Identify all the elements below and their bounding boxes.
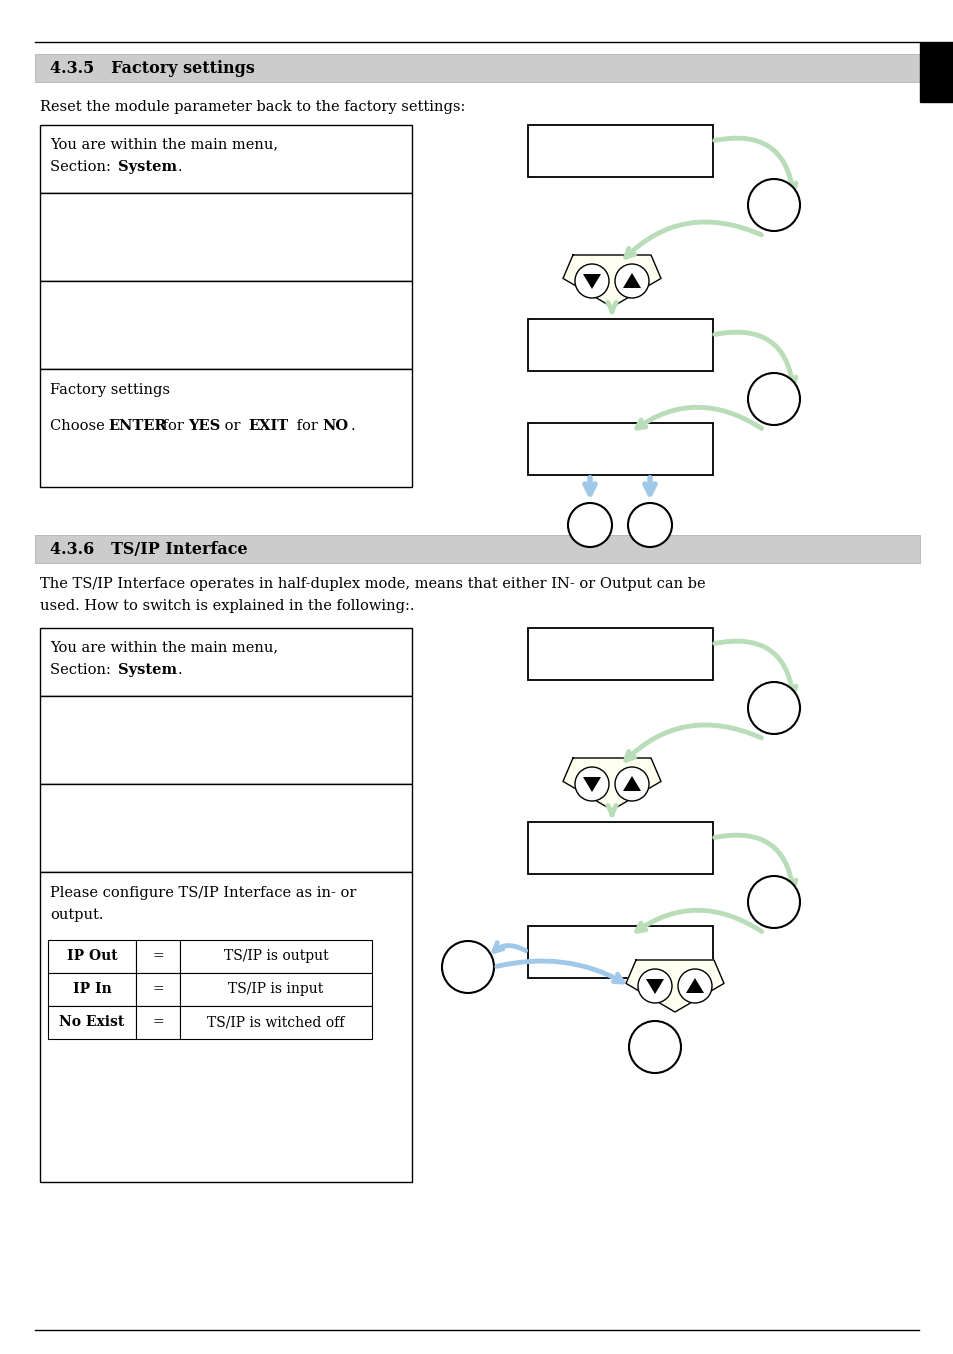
- Circle shape: [615, 264, 648, 298]
- Bar: [527, 125, 712, 177]
- Text: 4.3.5   Factory settings: 4.3.5 Factory settings: [50, 60, 254, 77]
- Text: TS/IP is witched off: TS/IP is witched off: [207, 1016, 344, 1029]
- Circle shape: [747, 682, 800, 734]
- Bar: [40, 125, 412, 194]
- Text: ENTER: ENTER: [108, 418, 167, 433]
- Bar: [40, 696, 412, 784]
- Bar: [180, 974, 372, 1006]
- Bar: [48, 974, 136, 1006]
- Polygon shape: [645, 979, 663, 994]
- Bar: [40, 628, 412, 696]
- Circle shape: [567, 502, 612, 547]
- Circle shape: [575, 766, 608, 802]
- Polygon shape: [582, 274, 600, 288]
- Text: =: =: [152, 982, 164, 997]
- Bar: [136, 940, 180, 974]
- Text: 4.3.6   TS/IP Interface: 4.3.6 TS/IP Interface: [50, 542, 248, 558]
- Bar: [35, 54, 919, 83]
- Bar: [527, 320, 712, 371]
- Polygon shape: [582, 777, 600, 792]
- Text: You are within the main menu,: You are within the main menu,: [50, 640, 278, 654]
- Text: Please configure TS/IP Interface as in- or: Please configure TS/IP Interface as in- …: [50, 886, 356, 900]
- Bar: [40, 282, 412, 370]
- Polygon shape: [562, 758, 660, 810]
- Text: TS/IP is output: TS/IP is output: [223, 949, 328, 963]
- Circle shape: [638, 969, 671, 1003]
- Text: YES: YES: [188, 418, 220, 433]
- Bar: [136, 974, 180, 1006]
- Text: NO: NO: [322, 418, 348, 433]
- Text: IP Out: IP Out: [67, 949, 117, 963]
- Bar: [35, 535, 919, 563]
- Bar: [40, 194, 412, 282]
- Text: for: for: [158, 418, 189, 433]
- Text: Factory settings: Factory settings: [50, 383, 170, 397]
- Text: output.: output.: [50, 909, 103, 922]
- Polygon shape: [622, 776, 640, 791]
- Bar: [527, 422, 712, 475]
- Circle shape: [627, 502, 671, 547]
- Text: TS/IP is input: TS/IP is input: [228, 982, 323, 997]
- Text: No Exist: No Exist: [59, 1016, 125, 1029]
- Bar: [40, 370, 412, 487]
- Circle shape: [615, 766, 648, 802]
- Bar: [48, 1006, 136, 1039]
- Text: Choose: Choose: [50, 418, 110, 433]
- Circle shape: [747, 876, 800, 927]
- Text: IP In: IP In: [72, 982, 112, 997]
- Circle shape: [747, 372, 800, 425]
- Text: =: =: [152, 949, 164, 963]
- Circle shape: [747, 179, 800, 232]
- Bar: [40, 784, 412, 872]
- Circle shape: [575, 264, 608, 298]
- Polygon shape: [625, 960, 723, 1011]
- Bar: [527, 628, 712, 680]
- Text: .: .: [178, 160, 182, 175]
- Text: You are within the main menu,: You are within the main menu,: [50, 137, 278, 152]
- Text: .: .: [178, 663, 182, 677]
- Text: System: System: [118, 663, 177, 677]
- Text: Section:: Section:: [50, 663, 115, 677]
- Text: The TS/IP Interface operates in half-duplex mode, means that either IN- or Outpu: The TS/IP Interface operates in half-dup…: [40, 577, 705, 590]
- Text: System: System: [118, 160, 177, 175]
- Text: EXIT: EXIT: [248, 418, 288, 433]
- Circle shape: [628, 1021, 680, 1072]
- Text: Reset the module parameter back to the factory settings:: Reset the module parameter back to the f…: [40, 100, 465, 114]
- Bar: [527, 926, 712, 978]
- Circle shape: [678, 969, 711, 1003]
- Text: or: or: [220, 418, 245, 433]
- Text: for: for: [292, 418, 322, 433]
- Bar: [180, 1006, 372, 1039]
- Text: .: .: [351, 418, 355, 433]
- Bar: [527, 822, 712, 873]
- Polygon shape: [622, 274, 640, 288]
- Text: Section:: Section:: [50, 160, 115, 175]
- Circle shape: [441, 941, 494, 992]
- Polygon shape: [562, 255, 660, 307]
- Text: used. How to switch is explained in the following:.: used. How to switch is explained in the …: [40, 598, 414, 613]
- Bar: [919, 42, 953, 102]
- Bar: [40, 872, 412, 1182]
- Bar: [180, 940, 372, 974]
- Bar: [136, 1006, 180, 1039]
- Text: =: =: [152, 1016, 164, 1029]
- Bar: [48, 940, 136, 974]
- Polygon shape: [685, 978, 703, 992]
